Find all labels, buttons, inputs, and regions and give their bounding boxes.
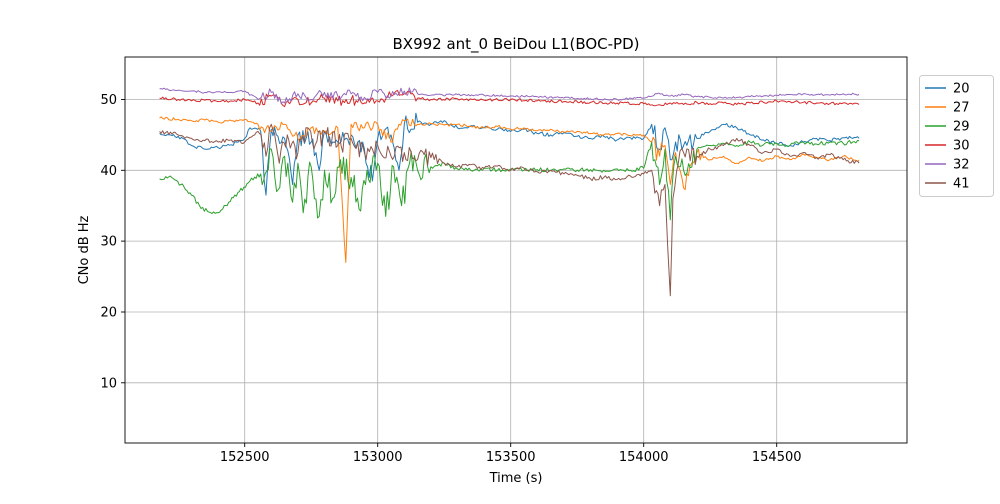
legend-label-32: 32 — [953, 158, 970, 173]
ticks: 152500 153000 153500 154000 154500 10 20 30 40 50 — [100, 93, 801, 465]
y-tick-label: 20 — [100, 306, 117, 321]
series-line-41 — [159, 123, 860, 297]
x-tick-label: 153000 — [353, 450, 403, 465]
x-tick-label: 153500 — [486, 450, 536, 465]
y-tick-label: 50 — [100, 93, 117, 108]
series-line-20 — [159, 112, 860, 196]
legend-label-41: 41 — [953, 177, 970, 192]
y-tick-label: 10 — [100, 376, 117, 391]
y-axis-label: CNo dB Hz — [77, 215, 92, 284]
x-tick-label: 152500 — [220, 450, 270, 465]
grid — [125, 57, 907, 443]
y-tick-label: 30 — [100, 235, 117, 250]
series-layer — [159, 87, 860, 297]
series-line-32 — [159, 87, 860, 104]
x-axis-label: Time (s) — [489, 471, 543, 486]
chart-title: BX992 ant_0 BeiDou L1(BOC-PD) — [393, 35, 640, 54]
legend: 20 27 29 30 32 41 — [919, 75, 994, 197]
y-tick-label: 40 — [100, 164, 117, 179]
legend-label-29: 29 — [953, 120, 970, 135]
legend-box — [919, 75, 994, 197]
legend-label-30: 30 — [953, 139, 970, 154]
legend-label-27: 27 — [953, 101, 970, 116]
x-tick-label: 154500 — [752, 450, 802, 465]
plot-border — [124, 56, 908, 444]
x-tick-label: 154000 — [619, 450, 669, 465]
series-line-29 — [159, 140, 860, 221]
legend-label-20: 20 — [953, 82, 970, 97]
series-line-27 — [159, 116, 860, 263]
